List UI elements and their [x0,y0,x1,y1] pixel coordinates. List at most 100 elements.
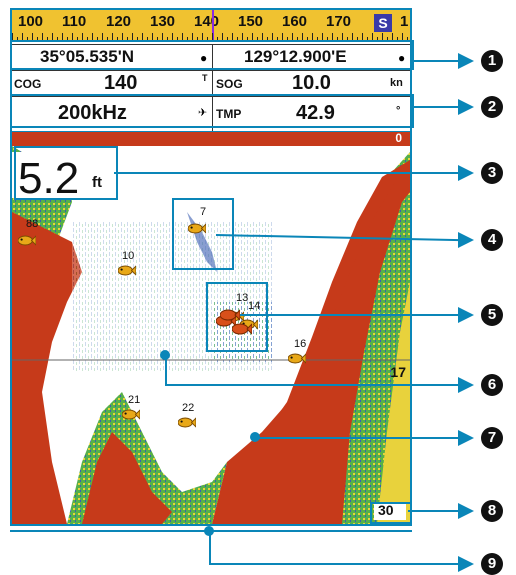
callout-number-7: 7 [481,427,503,449]
compass-tick [247,37,248,42]
compass-tick [327,37,328,42]
compass-tick [172,33,173,42]
compass-tick [107,37,108,42]
leader-1 [410,60,460,62]
leader-2 [410,106,460,108]
compass-tick [62,33,63,42]
callout-box-depth [14,146,118,200]
compass-tick [297,37,298,42]
compass-tick [367,37,368,42]
compass-tick [92,33,93,42]
compass-tick [277,37,278,42]
compass-tick [37,37,38,42]
compass-tick [282,33,283,42]
compass-tick [27,37,28,42]
compass-tick [397,37,398,42]
compass-tick [232,33,233,42]
range-bottom-box: 30 [374,502,406,520]
compass-tick [12,33,13,42]
compass-tick [82,33,83,42]
arrow-6 [458,377,474,393]
sog-unit: kn [390,77,403,89]
leader-3 [114,172,460,174]
callout-box-fish-school [206,282,268,352]
fish-depth-label: 88 [26,218,39,230]
cog-unit: T [202,73,208,83]
compass-number: 1 [400,13,409,30]
fish-icon [122,409,140,420]
compass-tick [142,33,143,42]
compass-tick [382,33,383,42]
compass-tick [317,37,318,42]
depth-readout: 5.2 ft [12,152,112,203]
callout-box-range [370,502,412,524]
compass-number: 100 [18,13,44,30]
fish-depth-label: 16 [294,338,307,350]
compass-number: 170 [326,13,352,30]
compass-tick [372,33,373,42]
range-bottom-label: 30 [378,502,394,518]
callout-number-9: 9 [481,553,503,575]
compass-tick [22,33,23,42]
compass-tick [192,33,193,42]
compass-number: 160 [282,13,308,30]
compass-tick [307,37,308,42]
compass-tick [332,33,333,42]
compass-tick [212,33,213,42]
compass-number: 110 [62,13,87,30]
position-row: 35°05.535'N ● 129°12.900'E ● [12,44,410,71]
compass-tick [237,37,238,42]
compass-tick [377,37,378,42]
compass-tick [392,33,393,42]
compass-tick [227,37,228,42]
compass-tick [127,37,128,42]
leader-6 [165,384,460,386]
arrow-4 [458,232,474,248]
compass-tick [117,37,118,42]
sog-value: 10.0 [292,72,331,94]
compass-tick [122,33,123,42]
callout-number-5: 5 [481,304,503,326]
compass-tick [217,37,218,42]
depth-unit: ft [92,174,102,191]
compass-tick [132,33,133,42]
range-top-bar: 0 [12,132,410,146]
compass-tick [57,37,58,42]
latitude: 35°05.535'N [40,47,135,66]
compass-tick [202,33,203,42]
compass-tick [52,33,53,42]
compass-tick [207,37,208,42]
fish-depth-label: 21 [128,394,141,406]
callout-number-2: 2 [481,96,503,118]
compass-tick [72,33,73,42]
compass-tick [197,37,198,42]
fish-icon [188,223,206,234]
arrow-7 [458,430,474,446]
callout-number-8: 8 [481,500,503,522]
compass-tick [322,33,323,42]
compass-tick [182,33,183,42]
compass-tick [252,33,253,42]
arrow-9 [458,556,474,572]
compass-tick [352,33,353,42]
cog-label: COG [14,77,42,91]
heading-marker [212,10,214,42]
compass-tick [77,37,78,42]
compass-number: 140 [194,13,220,30]
compass-tick [407,37,408,42]
tmp-label: TMP [216,107,242,121]
satellite-icon: ✈ [198,107,208,119]
compass-tick [42,33,43,42]
compass-tick [102,33,103,42]
fish-depth-label: 13 [236,292,249,304]
navigation-row: COG 140 T SOG 10.0 kn [12,70,410,97]
compass-tick [262,33,263,42]
tmp-unit: ° [396,105,401,117]
leader-7 [255,437,460,439]
fish-icon [18,235,36,246]
compass-tick [357,37,358,42]
callout-box-single-fish [172,198,234,270]
compass-tick [267,37,268,42]
range-top-label: 0 [395,132,402,145]
frequency-value: 200kHz [58,102,127,124]
